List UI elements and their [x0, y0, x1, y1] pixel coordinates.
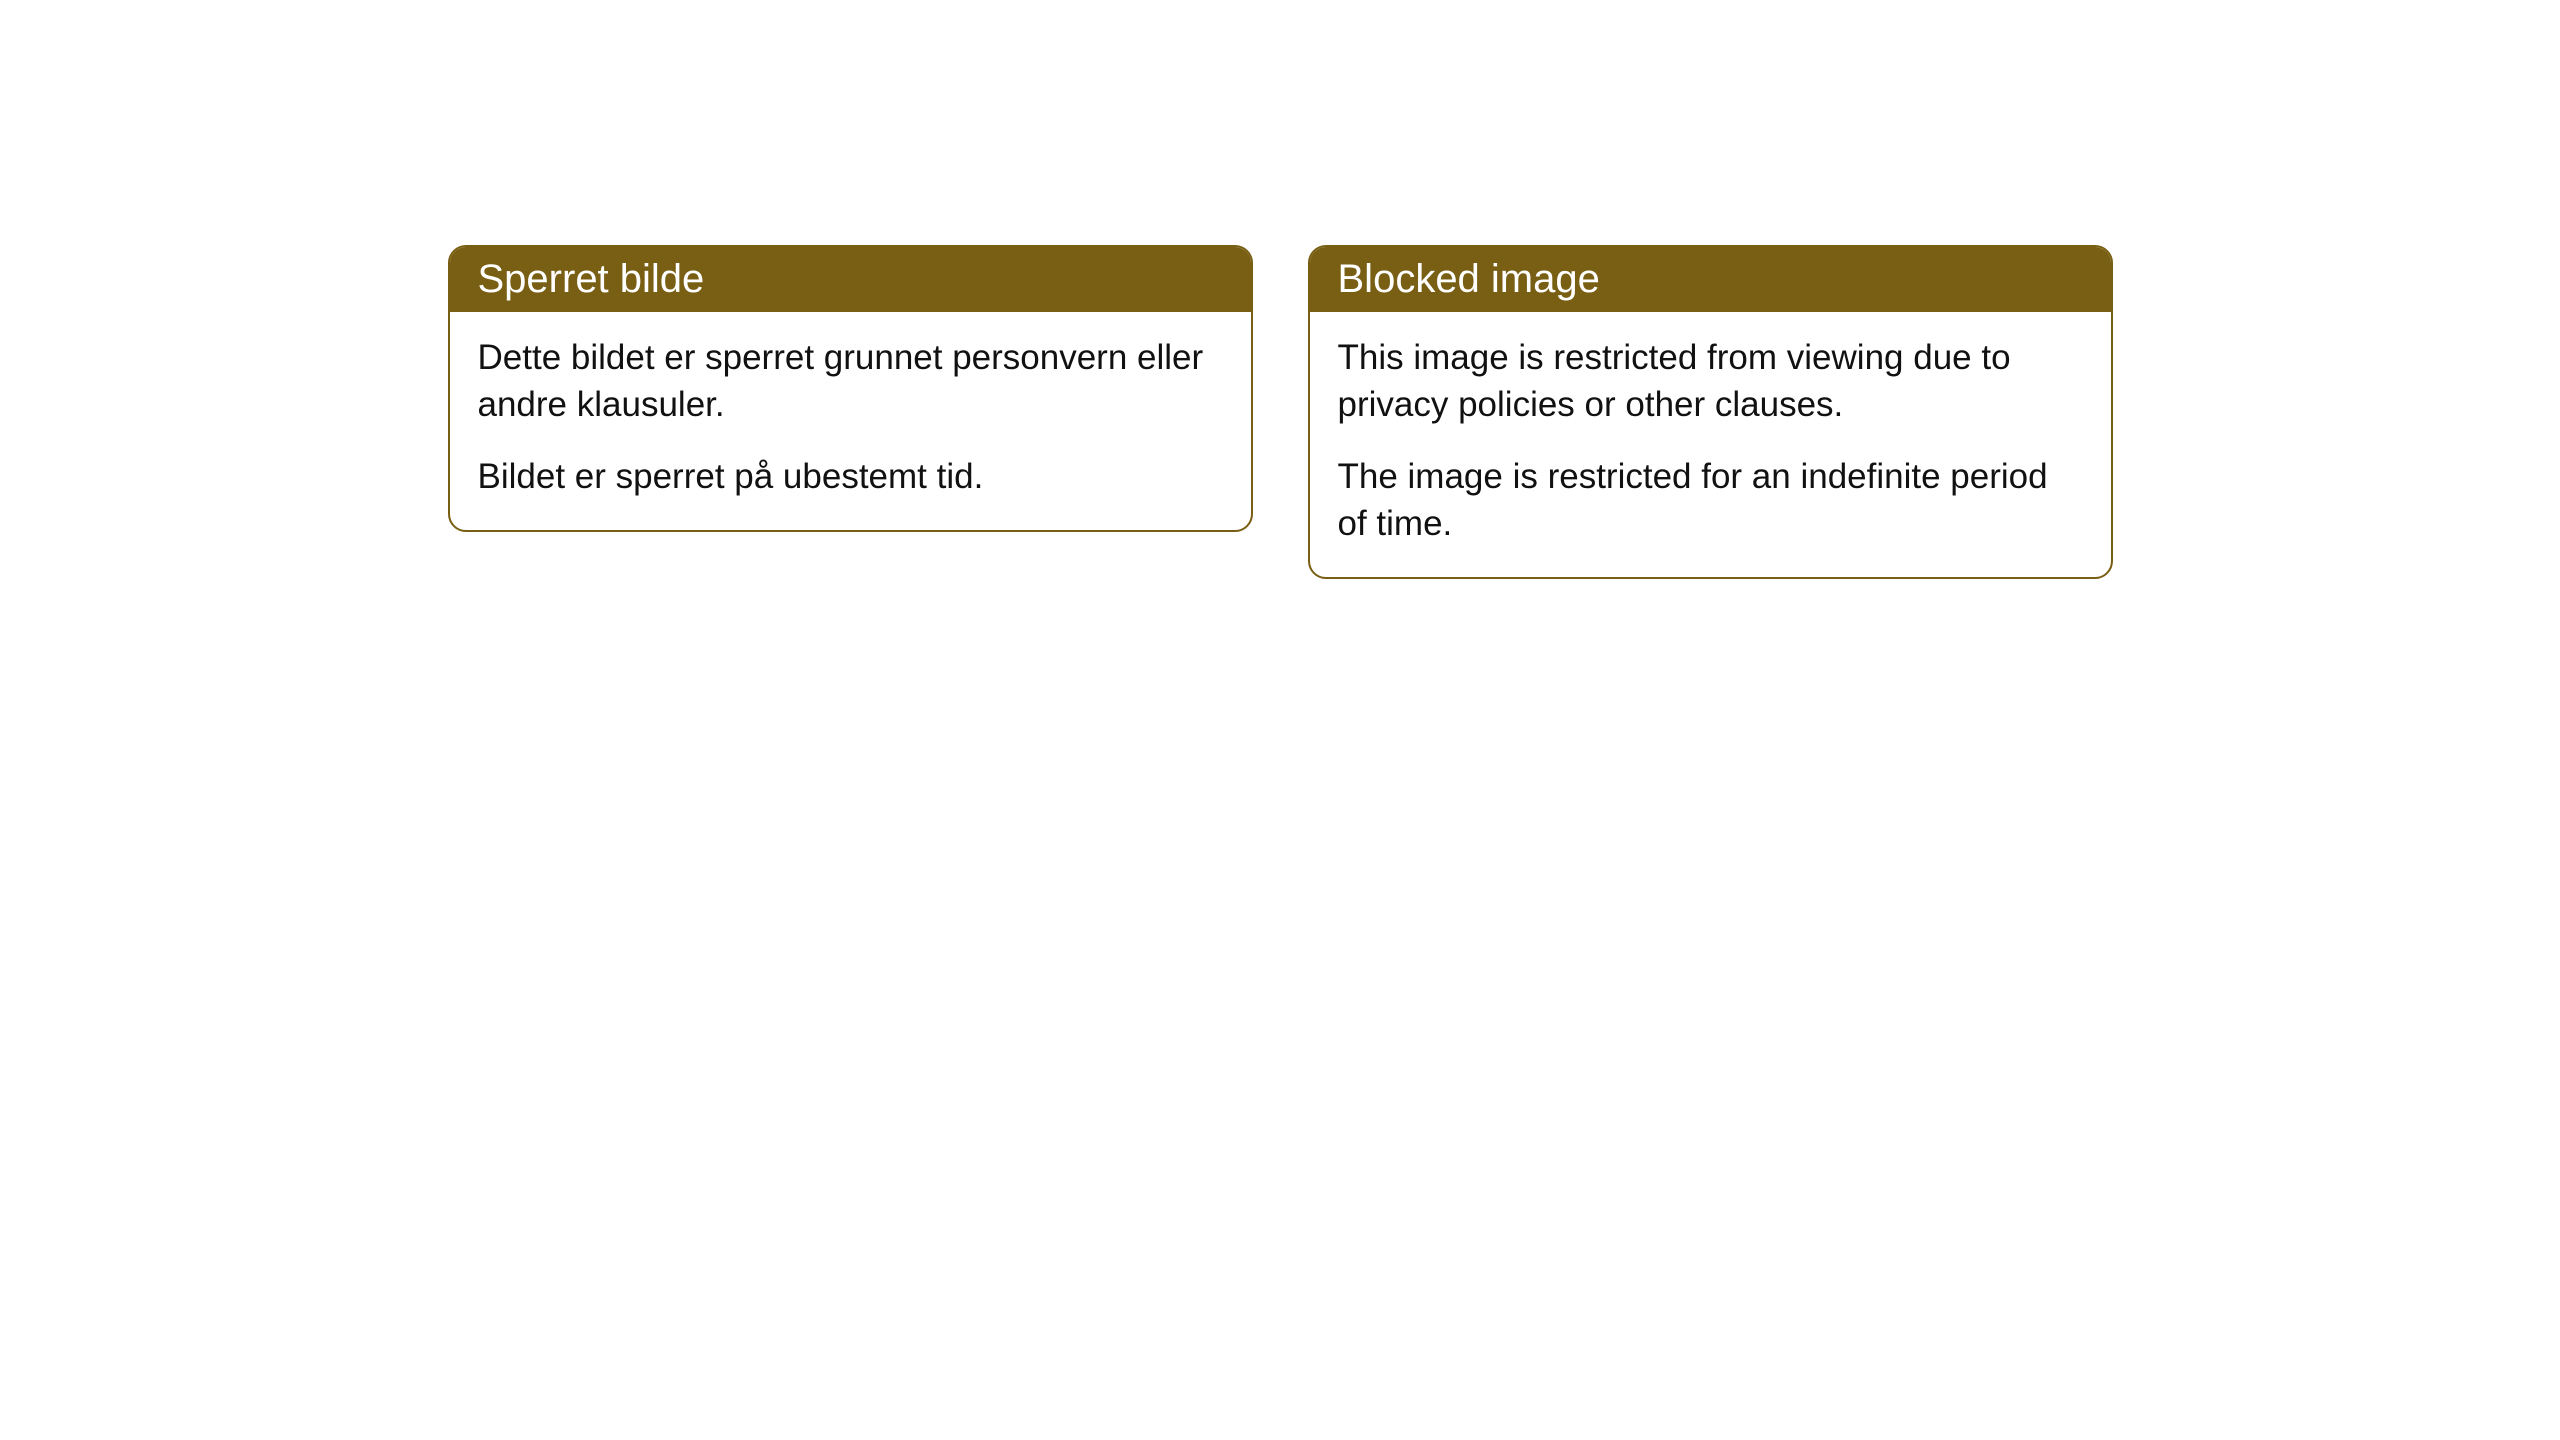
card-container: Sperret bilde Dette bildet er sperret gr…	[448, 245, 2113, 1440]
card-paragraph: Bildet er sperret på ubestemt tid.	[478, 453, 1223, 500]
card-paragraph: The image is restricted for an indefinit…	[1338, 453, 2083, 548]
card-paragraph: This image is restricted from viewing du…	[1338, 334, 2083, 429]
card-body-english: This image is restricted from viewing du…	[1310, 312, 2111, 577]
card-norwegian: Sperret bilde Dette bildet er sperret gr…	[448, 245, 1253, 532]
card-body-norwegian: Dette bildet er sperret grunnet personve…	[450, 312, 1251, 530]
card-english: Blocked image This image is restricted f…	[1308, 245, 2113, 579]
card-header-norwegian: Sperret bilde	[450, 247, 1251, 312]
card-header-english: Blocked image	[1310, 247, 2111, 312]
card-paragraph: Dette bildet er sperret grunnet personve…	[478, 334, 1223, 429]
